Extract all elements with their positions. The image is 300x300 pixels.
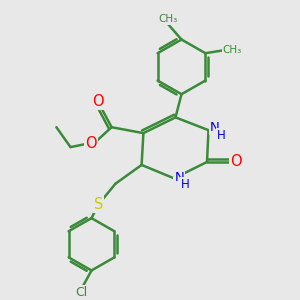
- Text: S: S: [94, 197, 103, 212]
- Text: CH₃: CH₃: [158, 14, 177, 24]
- Text: CH₃: CH₃: [223, 45, 242, 55]
- Text: N: N: [175, 171, 184, 184]
- Text: O: O: [230, 154, 242, 169]
- Text: N: N: [210, 121, 219, 134]
- Text: O: O: [85, 136, 96, 151]
- Text: O: O: [92, 94, 103, 109]
- Text: H: H: [217, 129, 226, 142]
- Text: Cl: Cl: [75, 286, 87, 299]
- Text: H: H: [181, 178, 190, 191]
